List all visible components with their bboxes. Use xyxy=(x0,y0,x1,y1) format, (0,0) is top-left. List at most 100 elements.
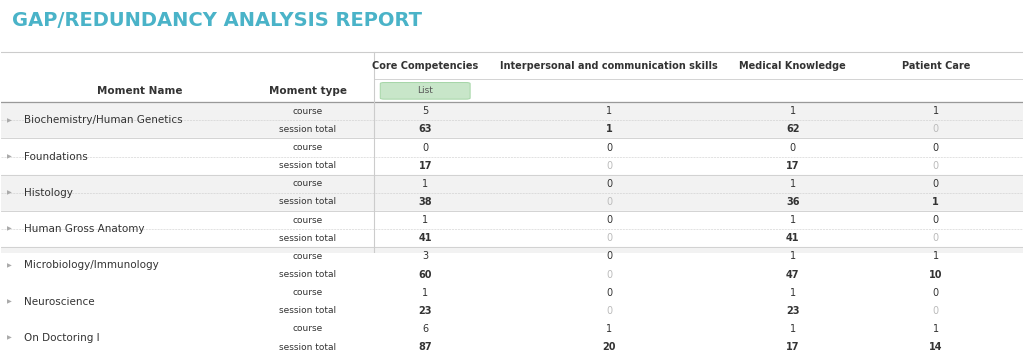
Text: 20: 20 xyxy=(602,342,615,352)
Text: On Doctoring I: On Doctoring I xyxy=(24,333,99,343)
Text: session total: session total xyxy=(280,234,336,243)
Text: Neuroscience: Neuroscience xyxy=(24,297,94,307)
Text: 41: 41 xyxy=(786,233,800,243)
Text: 0: 0 xyxy=(606,197,612,207)
Text: 0: 0 xyxy=(422,143,428,153)
Bar xyxy=(1,229,1023,247)
Text: 60: 60 xyxy=(419,269,432,280)
Bar xyxy=(1,211,1023,229)
Text: 0: 0 xyxy=(790,143,796,153)
Text: 41: 41 xyxy=(419,233,432,243)
Text: Moment Name: Moment Name xyxy=(96,86,182,96)
Bar xyxy=(1,175,1023,193)
Text: 0: 0 xyxy=(933,161,939,171)
Text: List: List xyxy=(417,86,433,95)
Text: 1: 1 xyxy=(933,197,939,207)
Text: 62: 62 xyxy=(786,124,800,134)
Bar xyxy=(1,102,1023,120)
Text: Patient Care: Patient Care xyxy=(901,61,970,71)
Bar xyxy=(1,157,1023,175)
Text: 1: 1 xyxy=(606,106,612,116)
Text: Foundations: Foundations xyxy=(24,151,88,162)
Text: 0: 0 xyxy=(606,269,612,280)
Text: Medical Knowledge: Medical Knowledge xyxy=(739,61,846,71)
Text: course: course xyxy=(293,288,323,297)
Bar xyxy=(1,247,1023,265)
Text: 1: 1 xyxy=(790,288,796,298)
Text: 87: 87 xyxy=(419,342,432,352)
Text: course: course xyxy=(293,324,323,333)
Text: Human Gross Anatomy: Human Gross Anatomy xyxy=(24,224,144,234)
Text: ▶: ▶ xyxy=(6,227,11,232)
Text: session total: session total xyxy=(280,343,336,352)
Text: session total: session total xyxy=(280,125,336,134)
Text: 0: 0 xyxy=(933,124,939,134)
Bar xyxy=(1,302,1023,320)
Text: session total: session total xyxy=(280,270,336,279)
Text: 36: 36 xyxy=(786,197,800,207)
Text: 1: 1 xyxy=(422,179,428,189)
Text: ▶: ▶ xyxy=(6,190,11,195)
Text: 47: 47 xyxy=(786,269,800,280)
Text: 0: 0 xyxy=(933,288,939,298)
Text: Histology: Histology xyxy=(24,188,73,198)
Text: 1: 1 xyxy=(933,324,939,334)
Text: session total: session total xyxy=(280,161,336,170)
Text: 0: 0 xyxy=(606,252,612,261)
Text: course: course xyxy=(293,179,323,188)
Text: 23: 23 xyxy=(419,306,432,316)
Text: 1: 1 xyxy=(422,215,428,225)
Text: 0: 0 xyxy=(606,233,612,243)
Text: 6: 6 xyxy=(422,324,428,334)
Text: 1: 1 xyxy=(605,124,612,134)
Text: 0: 0 xyxy=(606,143,612,153)
Bar xyxy=(1,265,1023,284)
Text: 0: 0 xyxy=(933,179,939,189)
Text: Core Competencies: Core Competencies xyxy=(372,61,478,71)
Text: 17: 17 xyxy=(786,342,800,352)
Text: 0: 0 xyxy=(606,215,612,225)
Text: 23: 23 xyxy=(786,306,800,316)
Text: Interpersonal and communication skills: Interpersonal and communication skills xyxy=(500,61,718,71)
Text: session total: session total xyxy=(280,197,336,206)
Text: course: course xyxy=(293,215,323,225)
Bar xyxy=(1,193,1023,211)
Bar xyxy=(1,120,1023,138)
Bar xyxy=(1,320,1023,338)
Text: 1: 1 xyxy=(790,252,796,261)
Text: ▶: ▶ xyxy=(6,263,11,268)
Text: 1: 1 xyxy=(606,324,612,334)
Text: 0: 0 xyxy=(933,143,939,153)
Text: 10: 10 xyxy=(929,269,942,280)
Text: ▶: ▶ xyxy=(6,299,11,304)
Text: 63: 63 xyxy=(419,124,432,134)
Text: ▶: ▶ xyxy=(6,154,11,159)
Text: 0: 0 xyxy=(933,306,939,316)
Text: ▶: ▶ xyxy=(6,118,11,123)
Bar xyxy=(1,138,1023,157)
Text: 17: 17 xyxy=(419,161,432,171)
Text: 0: 0 xyxy=(606,161,612,171)
Text: 3: 3 xyxy=(422,252,428,261)
Bar xyxy=(1,338,1023,356)
Text: Moment type: Moment type xyxy=(268,86,347,96)
Text: course: course xyxy=(293,107,323,116)
Text: 1: 1 xyxy=(790,324,796,334)
Text: session total: session total xyxy=(280,306,336,315)
Text: 1: 1 xyxy=(933,252,939,261)
Text: 38: 38 xyxy=(419,197,432,207)
Text: 0: 0 xyxy=(606,288,612,298)
Bar xyxy=(1,284,1023,302)
Text: ▶: ▶ xyxy=(6,336,11,340)
Text: 0: 0 xyxy=(606,179,612,189)
Text: 0: 0 xyxy=(606,306,612,316)
Text: 0: 0 xyxy=(933,215,939,225)
Text: 1: 1 xyxy=(933,106,939,116)
Text: course: course xyxy=(293,143,323,152)
Text: 1: 1 xyxy=(790,179,796,189)
Text: 17: 17 xyxy=(786,161,800,171)
Text: 1: 1 xyxy=(422,288,428,298)
Text: 0: 0 xyxy=(933,233,939,243)
Text: 14: 14 xyxy=(929,342,942,352)
Text: 5: 5 xyxy=(422,106,428,116)
